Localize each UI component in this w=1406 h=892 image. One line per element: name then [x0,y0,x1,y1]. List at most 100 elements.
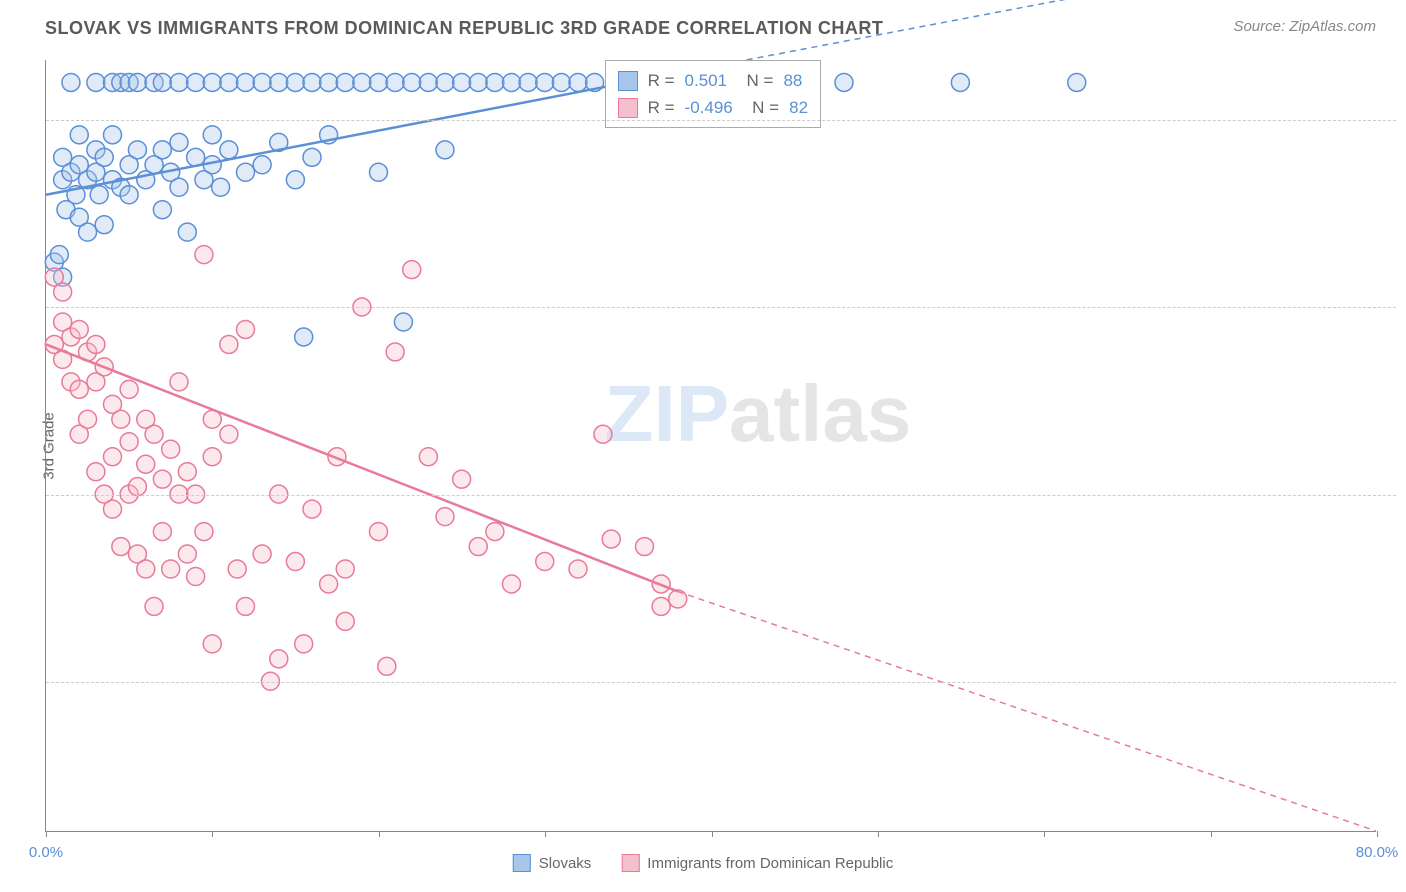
data-point [303,73,321,91]
data-point [153,470,171,488]
data-point [453,470,471,488]
data-point [112,410,130,428]
data-point [419,448,437,466]
data-point [403,73,421,91]
grid-line [46,307,1396,308]
data-point [253,73,271,91]
data-point [536,73,554,91]
data-point [104,500,122,518]
data-point [203,126,221,144]
data-point [503,575,521,593]
data-point [70,320,88,338]
data-point [336,612,354,630]
x-tick [212,831,213,837]
data-point [70,380,88,398]
source-attribution: Source: ZipAtlas.com [1233,18,1376,35]
data-point [636,538,654,556]
trend-line-extension [678,591,1376,831]
data-point [79,410,97,428]
data-point [594,425,612,443]
chart-container: SLOVAK VS IMMIGRANTS FROM DOMINICAN REPU… [0,0,1406,892]
grid-line [46,120,1396,121]
legend-label: Slovaks [539,855,592,872]
x-tick [878,831,879,837]
data-point [378,657,396,675]
stats-n-value: 82 [789,94,808,121]
legend: Slovaks Immigrants from Dominican Republi… [513,854,893,872]
data-point [120,380,138,398]
x-tick [545,831,546,837]
data-point [220,141,238,159]
data-point [519,73,537,91]
correlation-stats-box: R = 0.501 N = 88 R = -0.496 N = 82 [605,60,821,128]
legend-item: Immigrants from Dominican Republic [621,854,893,872]
stats-swatch [618,98,638,118]
data-point [394,313,412,331]
grid-line [46,682,1396,683]
data-point [419,73,437,91]
data-point [469,538,487,556]
data-point [403,261,421,279]
x-tick [46,831,47,837]
data-point [50,246,68,264]
chart-title: SLOVAK VS IMMIGRANTS FROM DOMINICAN REPU… [45,18,883,39]
data-point [178,223,196,241]
data-point [170,73,188,91]
data-point [303,500,321,518]
stats-n-label: N = [737,67,773,94]
data-point [128,478,146,496]
data-point [336,560,354,578]
data-point [187,73,205,91]
data-point [145,597,163,615]
trend-line [46,82,628,194]
x-tick [1377,831,1378,837]
data-point [145,425,163,443]
data-point [569,560,587,578]
data-point [386,73,404,91]
stats-row: R = -0.496 N = 82 [618,94,808,121]
data-point [95,216,113,234]
legend-swatch [621,854,639,872]
data-point [153,73,171,91]
stats-row: R = 0.501 N = 88 [618,67,808,94]
x-tick [379,831,380,837]
data-point [253,156,271,174]
data-point [237,163,255,181]
data-point [178,545,196,563]
data-point [228,560,246,578]
stats-r-value: 0.501 [685,67,728,94]
data-point [187,568,205,586]
x-tick [1044,831,1045,837]
data-point [195,246,213,264]
data-point [120,433,138,451]
data-point [237,320,255,338]
data-point [170,373,188,391]
data-point [370,163,388,181]
data-point [652,597,670,615]
data-point [212,178,230,196]
data-point [320,73,338,91]
data-point [162,440,180,458]
data-point [54,283,72,301]
data-point [120,186,138,204]
stats-r-value: -0.496 [685,94,733,121]
data-point [104,126,122,144]
data-point [370,523,388,541]
data-point [602,530,620,548]
stats-n-value: 88 [783,67,802,94]
data-point [1068,73,1086,91]
data-point [270,650,288,668]
x-tick-label: 0.0% [29,844,63,861]
data-point [220,335,238,353]
data-point [320,575,338,593]
data-point [87,335,105,353]
legend-label: Immigrants from Dominican Republic [647,855,893,872]
data-point [353,73,371,91]
data-point [170,133,188,151]
data-point [436,73,454,91]
scatter-svg [46,60,1376,831]
data-point [386,343,404,361]
data-point [486,523,504,541]
data-point [295,328,313,346]
data-point [137,455,155,473]
